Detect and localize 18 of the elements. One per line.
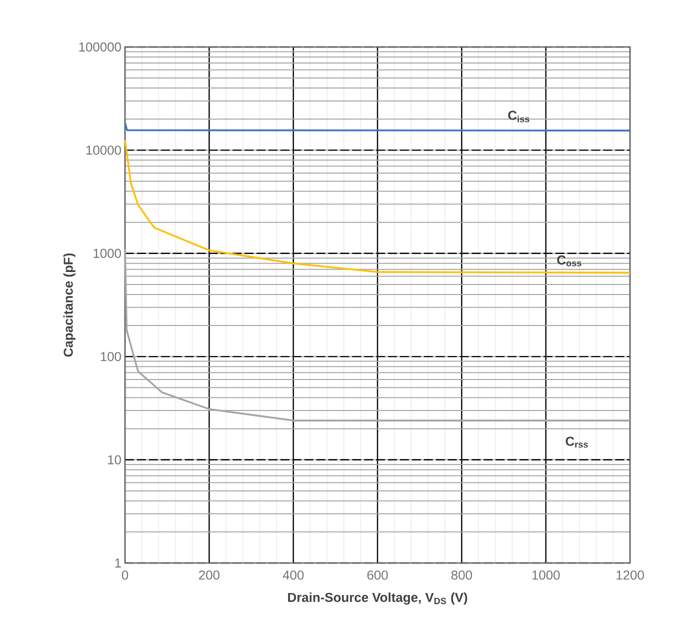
x-tick-label: 1000 xyxy=(532,570,560,580)
y-axis-title: Capacitance (pF) xyxy=(63,253,76,357)
y-tick-label: 1000 xyxy=(94,248,121,258)
x-tick-label: 800 xyxy=(451,570,472,580)
x-tick-label: 600 xyxy=(367,570,388,580)
y-tick-label: 1 xyxy=(115,558,121,568)
x-tick-label: 1200 xyxy=(616,570,644,580)
y-tick-label: 10 xyxy=(108,455,121,464)
x-tick-label: 200 xyxy=(199,570,220,580)
series-label: C$_{rss}$ xyxy=(566,436,588,448)
x-tick-label: 0 xyxy=(122,570,128,580)
y-tick-label: 100 xyxy=(100,352,121,362)
x-tick-label: 400 xyxy=(282,570,304,580)
text: Drain-Source Voltage, V$_{DS}$ (V) xyxy=(288,592,468,605)
series-label: C$_{oss}$ xyxy=(557,255,582,266)
series-label: C$_{iss}$ xyxy=(508,110,530,122)
y-tick-label: 100000 xyxy=(79,42,121,52)
y-tick-label: 10000 xyxy=(86,146,121,155)
